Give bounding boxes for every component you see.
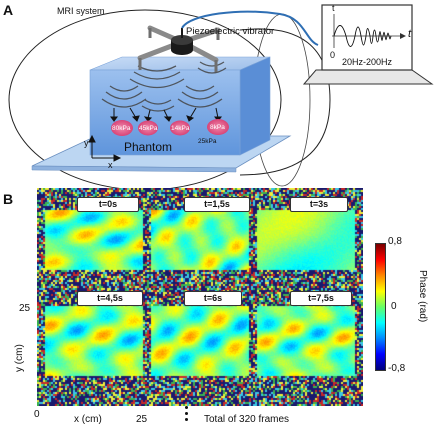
colorbar-mid: 0	[391, 301, 397, 312]
x-tick-25: 25	[136, 414, 148, 425]
phase-map-grid: t=0s t=1,5s t=3s t=4,5s t=6s t=7,5s	[37, 188, 363, 406]
frame-label-1: t=0s	[77, 197, 139, 212]
wave-arcs	[101, 61, 227, 112]
propagation-arrows	[110, 107, 222, 122]
frame-label-3: t=3s	[290, 197, 348, 212]
colorbar-min: -0,8	[388, 363, 406, 374]
total-frames-label: Total of 320 frames	[204, 414, 290, 425]
frame-label-6: t=7,5s	[290, 291, 352, 306]
frequency-label: 20Hz-200Hz	[342, 57, 393, 67]
background-stiffness-label: 25kPa	[198, 138, 217, 145]
axis-arrows	[88, 134, 122, 162]
lesions	[111, 119, 229, 136]
wave-t-label: t	[332, 3, 335, 13]
stiffness-label-4: 8kPa	[210, 124, 225, 131]
axis-y-label: y	[84, 138, 89, 148]
panel-a-illustration	[8, 4, 434, 190]
x-axis-label: x (cm)	[74, 414, 102, 425]
colorbar-max: 0,8	[388, 236, 402, 247]
colorbar-label: Phase (rad)	[417, 270, 428, 323]
colorbar	[375, 243, 386, 371]
panel-b-letter: B	[3, 191, 14, 207]
y-axis-label: y (cm)	[14, 344, 25, 372]
ellipsis-dots	[185, 406, 189, 421]
phantom-block	[89, 56, 271, 156]
x-tick-0: 0	[34, 409, 40, 420]
y-tick-25: 25	[19, 303, 31, 314]
cable	[181, 10, 319, 46]
frame-label-4: t=4,5s	[77, 291, 143, 306]
stiffness-label-3: 14kPa	[171, 125, 190, 132]
stiffness-label-2: 45kPa	[139, 125, 158, 132]
axis-x-label: x	[108, 160, 113, 170]
signal-generator	[302, 4, 434, 85]
mri-system-label: MRI system	[57, 6, 105, 16]
vibrator-label: Piezoelectric vibrator	[186, 26, 275, 37]
panel-a-letter: A	[3, 2, 14, 18]
stiffness-label-1: 80kPa	[112, 125, 131, 132]
wave-zero-label: 0	[330, 50, 336, 60]
piezo-vibrator	[137, 25, 221, 72]
wave-t-axis-label: t	[408, 28, 412, 40]
frame-label-2: t=1,5s	[184, 197, 250, 212]
frame-label-5: t=6s	[184, 291, 242, 306]
phantom-label: Phantom	[124, 140, 173, 154]
